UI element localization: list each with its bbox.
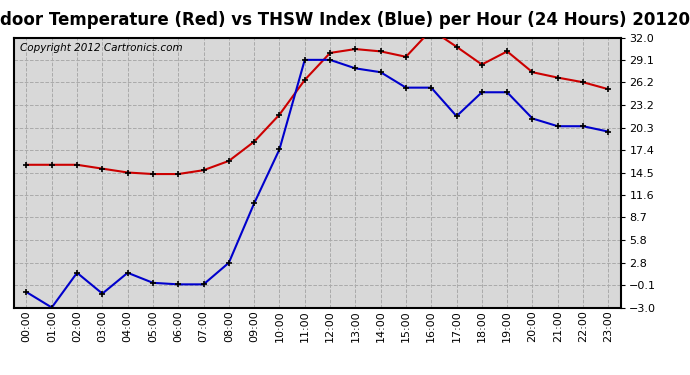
Text: Outdoor Temperature (Red) vs THSW Index (Blue) per Hour (24 Hours) 20120212: Outdoor Temperature (Red) vs THSW Index … (0, 11, 690, 29)
Text: Copyright 2012 Cartronics.com: Copyright 2012 Cartronics.com (20, 43, 182, 53)
